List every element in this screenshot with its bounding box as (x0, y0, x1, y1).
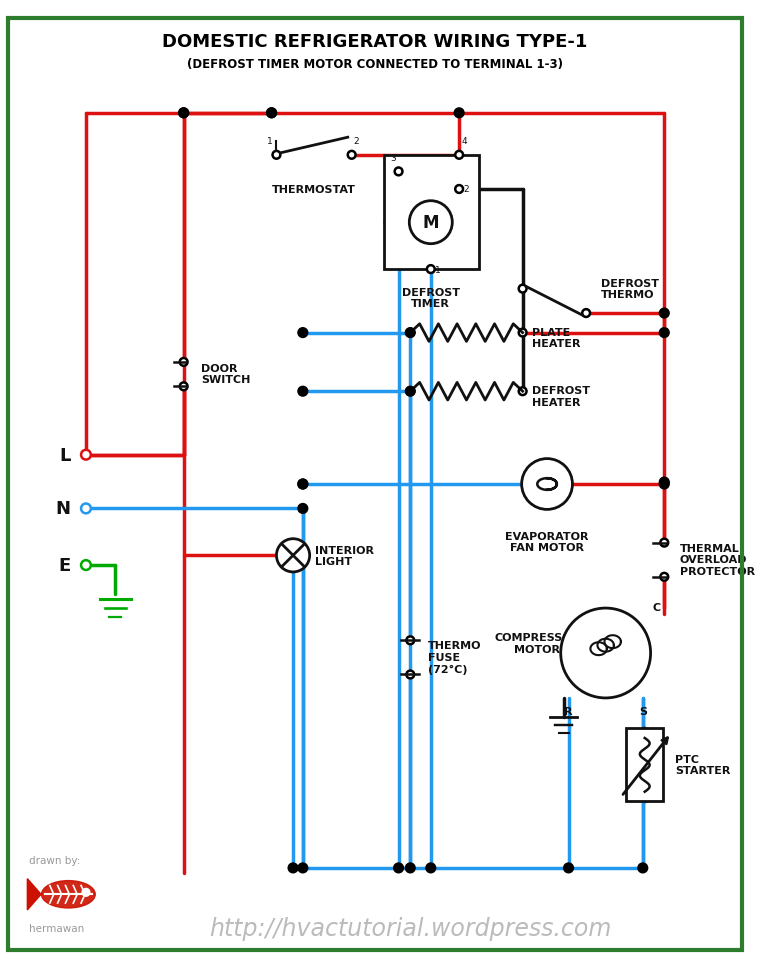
Polygon shape (28, 879, 41, 910)
Text: 2: 2 (463, 185, 468, 195)
Text: COMPRESSOR
MOTOR: COMPRESSOR MOTOR (495, 633, 581, 654)
Circle shape (81, 451, 91, 460)
Circle shape (660, 309, 669, 319)
Circle shape (406, 387, 415, 396)
Circle shape (406, 671, 414, 678)
Ellipse shape (41, 881, 95, 908)
Circle shape (638, 863, 647, 873)
Circle shape (518, 329, 527, 337)
Circle shape (276, 539, 310, 573)
Circle shape (660, 478, 669, 487)
Text: THERMO
FUSE
(72°C): THERMO FUSE (72°C) (428, 641, 482, 673)
Circle shape (561, 609, 650, 699)
Text: L: L (59, 447, 71, 464)
Text: PTC
STARTER: PTC STARTER (675, 754, 730, 775)
Text: R: R (564, 706, 573, 716)
Text: 4: 4 (462, 137, 468, 146)
Circle shape (81, 561, 91, 571)
Circle shape (298, 863, 308, 873)
Text: E: E (58, 556, 71, 575)
Text: DOMESTIC REFRIGERATOR WIRING TYPE-1: DOMESTIC REFRIGERATOR WIRING TYPE-1 (162, 34, 588, 51)
Circle shape (518, 388, 527, 395)
Circle shape (82, 889, 90, 896)
Circle shape (454, 109, 464, 118)
Bar (626, 729, 664, 801)
Circle shape (455, 186, 463, 194)
Text: EVAPORATOR
FAN MOTOR: EVAPORATOR FAN MOTOR (505, 531, 589, 553)
Circle shape (180, 383, 187, 391)
Circle shape (81, 504, 91, 514)
Circle shape (179, 109, 188, 118)
Circle shape (521, 459, 572, 510)
Circle shape (660, 574, 668, 581)
Text: http://hvactutorial.wordpress.com: http://hvactutorial.wordpress.com (209, 917, 611, 941)
Circle shape (395, 169, 402, 176)
Circle shape (298, 387, 308, 396)
Circle shape (180, 359, 187, 366)
Text: drawn by:: drawn by: (29, 856, 81, 865)
Circle shape (427, 266, 435, 273)
Circle shape (394, 863, 403, 873)
Circle shape (406, 637, 414, 644)
Circle shape (518, 286, 527, 294)
Circle shape (298, 328, 308, 338)
Circle shape (582, 310, 590, 318)
Circle shape (298, 504, 308, 514)
Text: PLATE
HEATER: PLATE HEATER (532, 328, 581, 349)
Circle shape (660, 328, 669, 338)
Text: 2: 2 (353, 137, 359, 146)
Circle shape (406, 328, 415, 338)
Text: S: S (639, 706, 647, 716)
Circle shape (298, 480, 308, 489)
Text: THERMAL
OVERLOAD
PROTECTOR: THERMAL OVERLOAD PROTECTOR (680, 543, 755, 577)
Text: THERMOSTAT: THERMOSTAT (272, 185, 356, 195)
Text: DEFROST
HEATER: DEFROST HEATER (532, 386, 591, 407)
Circle shape (406, 388, 414, 395)
Text: 3: 3 (390, 153, 396, 163)
Circle shape (288, 863, 298, 873)
Circle shape (266, 109, 276, 118)
Circle shape (406, 863, 415, 873)
Text: (DEFROST TIMER MOTOR CONNECTED TO TERMINAL 1-3): (DEFROST TIMER MOTOR CONNECTED TO TERMIN… (187, 58, 563, 72)
Text: 1: 1 (266, 137, 273, 146)
Text: C: C (652, 603, 660, 612)
Circle shape (273, 152, 280, 160)
Circle shape (426, 863, 435, 873)
Circle shape (660, 539, 668, 547)
Circle shape (348, 152, 356, 160)
Text: DEFROST
TIMER: DEFROST TIMER (402, 288, 460, 309)
Text: INTERIOR
LIGHT: INTERIOR LIGHT (315, 545, 373, 567)
Circle shape (660, 480, 669, 489)
Text: DOOR
SWITCH: DOOR SWITCH (201, 363, 250, 385)
Circle shape (266, 109, 276, 118)
Circle shape (298, 480, 308, 489)
Text: hermawan: hermawan (29, 923, 84, 933)
Circle shape (455, 152, 463, 160)
Circle shape (406, 329, 414, 337)
Bar (384, 156, 478, 269)
Circle shape (564, 863, 574, 873)
Text: M: M (422, 214, 439, 232)
Text: N: N (55, 500, 71, 517)
Circle shape (409, 202, 452, 244)
Circle shape (179, 109, 188, 118)
Text: DEFROST
THERMO: DEFROST THERMO (601, 278, 659, 300)
Text: 1: 1 (435, 266, 441, 274)
